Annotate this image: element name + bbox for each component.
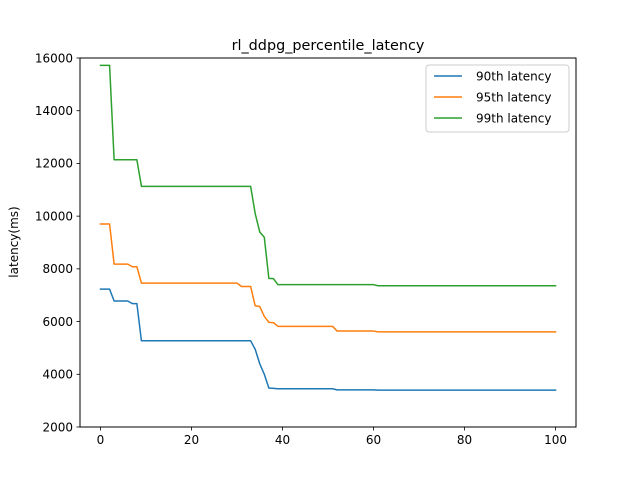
y-tick-label: 12000	[35, 157, 73, 171]
series-layer	[99, 64, 557, 391]
y-tick-label: 8000	[42, 262, 73, 276]
y-tick-label: 14000	[35, 104, 73, 118]
series-line-1	[99, 223, 557, 333]
x-tick-label: 0	[97, 433, 105, 447]
x-tick-label: 80	[457, 433, 472, 447]
y-tick-label: 10000	[35, 209, 73, 223]
series-line-2	[99, 64, 557, 287]
y-axis-label: latency(ms)	[7, 206, 21, 277]
y-tick-label: 16000	[35, 51, 73, 65]
x-tick-label: 100	[544, 433, 567, 447]
x-axis: 0 20 40 60 80 100	[97, 427, 567, 447]
y-tick-label: 2000	[42, 420, 73, 434]
legend-label-0: 90th latency	[476, 69, 551, 83]
legend-label-2: 99th latency	[476, 111, 551, 125]
chart-title: rl_ddpg_percentile_latency	[232, 38, 425, 54]
series-line-0	[99, 288, 557, 391]
plot-frame	[79, 57, 577, 428]
y-tick-label: 6000	[42, 315, 73, 329]
legend: 90th latency 95th latency 99th latency	[425, 64, 570, 133]
x-tick-label: 20	[184, 433, 199, 447]
y-tick-label: 4000	[42, 368, 73, 382]
legend-box	[425, 64, 570, 133]
x-tick-label: 40	[275, 433, 290, 447]
y-axis: 2000 4000 6000 8000 10000 12000 14000 16000	[35, 51, 80, 434]
x-tick-label: 60	[366, 433, 381, 447]
legend-label-1: 95th latency	[476, 90, 551, 104]
